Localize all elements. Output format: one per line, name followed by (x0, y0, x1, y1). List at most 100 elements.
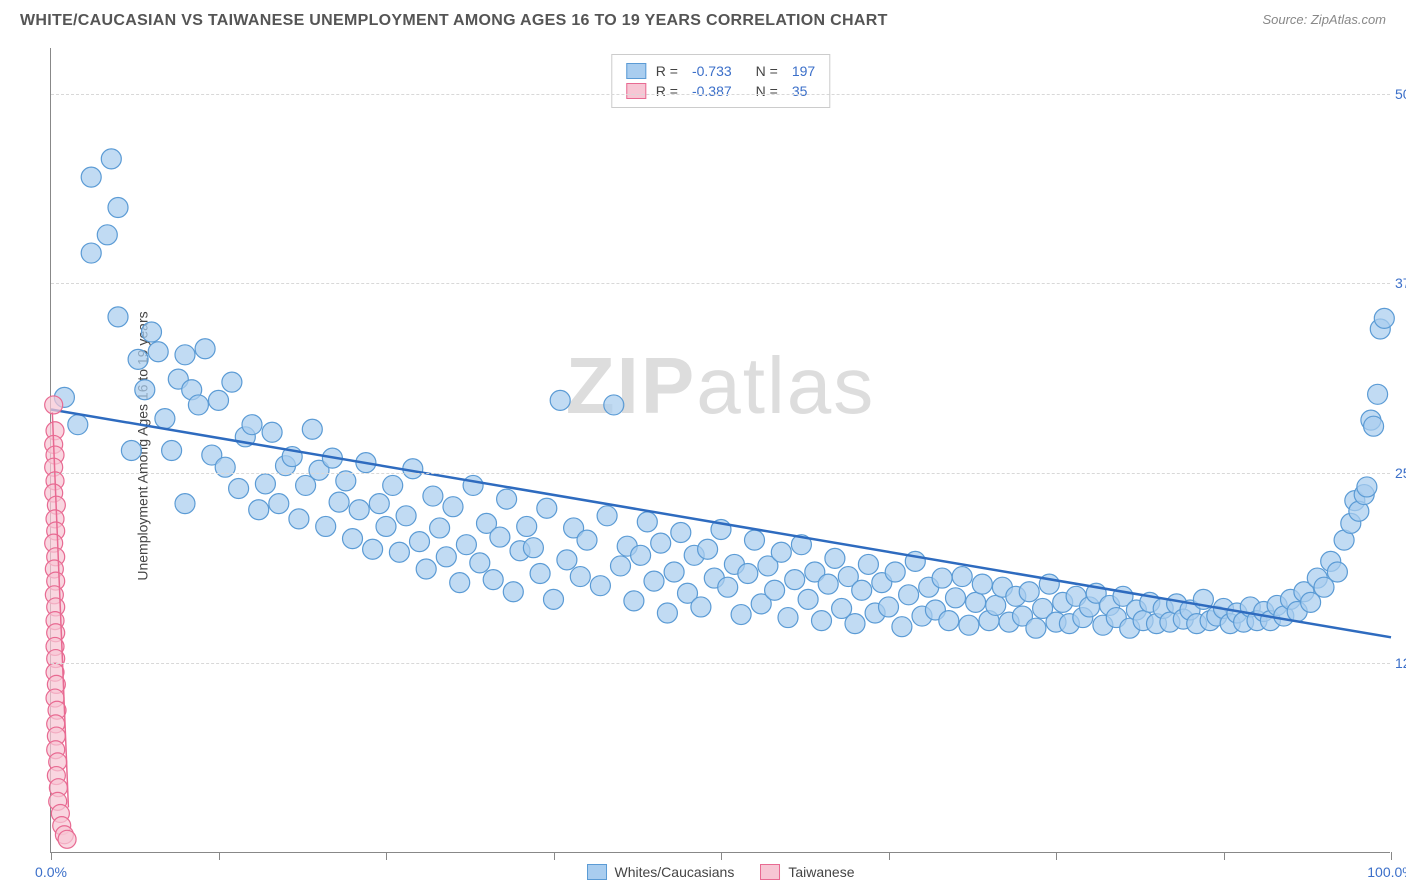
scatter-point (845, 614, 865, 634)
scatter-point (81, 243, 101, 263)
scatter-point (892, 617, 912, 637)
chart-plot-area: ZIPatlas R =-0.733 N =197 R =-0.387 N =3… (50, 48, 1390, 853)
chart-source: Source: ZipAtlas.com (1262, 12, 1386, 27)
legend-swatch (626, 63, 646, 79)
scatter-point (58, 830, 76, 848)
scatter-point (162, 441, 182, 461)
x-tick (721, 852, 722, 860)
x-tick (219, 852, 220, 860)
scatter-point (262, 422, 282, 442)
scatter-point (570, 567, 590, 587)
scatter-point (852, 580, 872, 600)
y-tick-label: 12.5% (1395, 655, 1406, 671)
x-tick-label: 100.0% (1367, 864, 1406, 880)
scatter-point (121, 441, 141, 461)
legend-series-item: Taiwanese (760, 864, 854, 880)
scatter-point (637, 512, 657, 532)
legend-correlation-row: R =-0.733 N =197 (626, 61, 815, 81)
scatter-point (503, 582, 523, 602)
scatter-point (651, 533, 671, 553)
scatter-point (1364, 416, 1384, 436)
scatter-point (369, 494, 389, 514)
scatter-point (939, 611, 959, 631)
legend-r-value: -0.387 (692, 83, 732, 99)
gridline-h (51, 283, 1390, 284)
x-tick (889, 852, 890, 860)
scatter-point (470, 553, 490, 573)
scatter-point (142, 322, 162, 342)
scatter-point (389, 542, 409, 562)
x-tick (386, 852, 387, 860)
scatter-point (195, 339, 215, 359)
scatter-point (302, 419, 322, 439)
scatter-point (416, 559, 436, 579)
gridline-h (51, 94, 1390, 95)
scatter-point (738, 564, 758, 584)
scatter-point (671, 523, 691, 543)
scatter-point (209, 390, 229, 410)
legend-correlation: R =-0.733 N =197 R =-0.387 N =35 (611, 54, 830, 108)
scatter-point (450, 573, 470, 593)
scatter-point (1357, 477, 1377, 497)
scatter-point (899, 585, 919, 605)
scatter-point (108, 307, 128, 327)
scatter-point (798, 589, 818, 609)
scatter-point (188, 395, 208, 415)
scatter-point (765, 580, 785, 600)
scatter-point (885, 562, 905, 582)
scatter-point (557, 550, 577, 570)
x-tick (554, 852, 555, 860)
scatter-point (972, 574, 992, 594)
legend-swatch (587, 864, 607, 880)
scatter-point (946, 588, 966, 608)
trend-line (51, 409, 1391, 637)
scatter-point (597, 506, 617, 526)
scatter-point (430, 518, 450, 538)
scatter-point (523, 538, 543, 558)
scatter-point (517, 516, 537, 536)
legend-correlation-row: R =-0.387 N =35 (626, 81, 815, 101)
x-tick (51, 852, 52, 860)
scatter-point (68, 415, 88, 435)
scatter-point (456, 535, 476, 555)
scatter-point (289, 509, 309, 529)
scatter-point (932, 568, 952, 588)
legend-swatch (760, 864, 780, 880)
scatter-point (718, 577, 738, 597)
scatter-point (128, 349, 148, 369)
scatter-point (383, 475, 403, 495)
scatter-point (175, 494, 195, 514)
x-tick (1056, 852, 1057, 860)
scatter-point (269, 494, 289, 514)
legend-series: Whites/Caucasians Taiwanese (587, 864, 855, 880)
scatter-svg (51, 48, 1390, 852)
scatter-point (624, 591, 644, 611)
scatter-point (631, 545, 651, 565)
scatter-point (604, 395, 624, 415)
scatter-point (497, 489, 517, 509)
scatter-point (363, 539, 383, 559)
y-tick-label: 37.5% (1395, 275, 1406, 291)
scatter-point (537, 498, 557, 518)
legend-n-value: 197 (792, 63, 815, 79)
scatter-point (664, 562, 684, 582)
legend-n-label: N = (756, 63, 778, 79)
scatter-point (657, 603, 677, 623)
scatter-point (229, 478, 249, 498)
scatter-point (550, 390, 570, 410)
scatter-point (483, 570, 503, 590)
scatter-point (329, 492, 349, 512)
y-tick-label: 50.0% (1395, 86, 1406, 102)
scatter-point (45, 396, 63, 414)
scatter-point (249, 500, 269, 520)
scatter-point (343, 529, 363, 549)
scatter-point (1026, 618, 1046, 638)
scatter-point (81, 167, 101, 187)
scatter-point (255, 474, 275, 494)
scatter-point (818, 574, 838, 594)
scatter-point (879, 597, 899, 617)
scatter-point (590, 576, 610, 596)
legend-swatch (626, 83, 646, 99)
chart-header: WHITE/CAUCASIAN VS TAIWANESE UNEMPLOYMEN… (0, 0, 1406, 38)
scatter-point (986, 595, 1006, 615)
